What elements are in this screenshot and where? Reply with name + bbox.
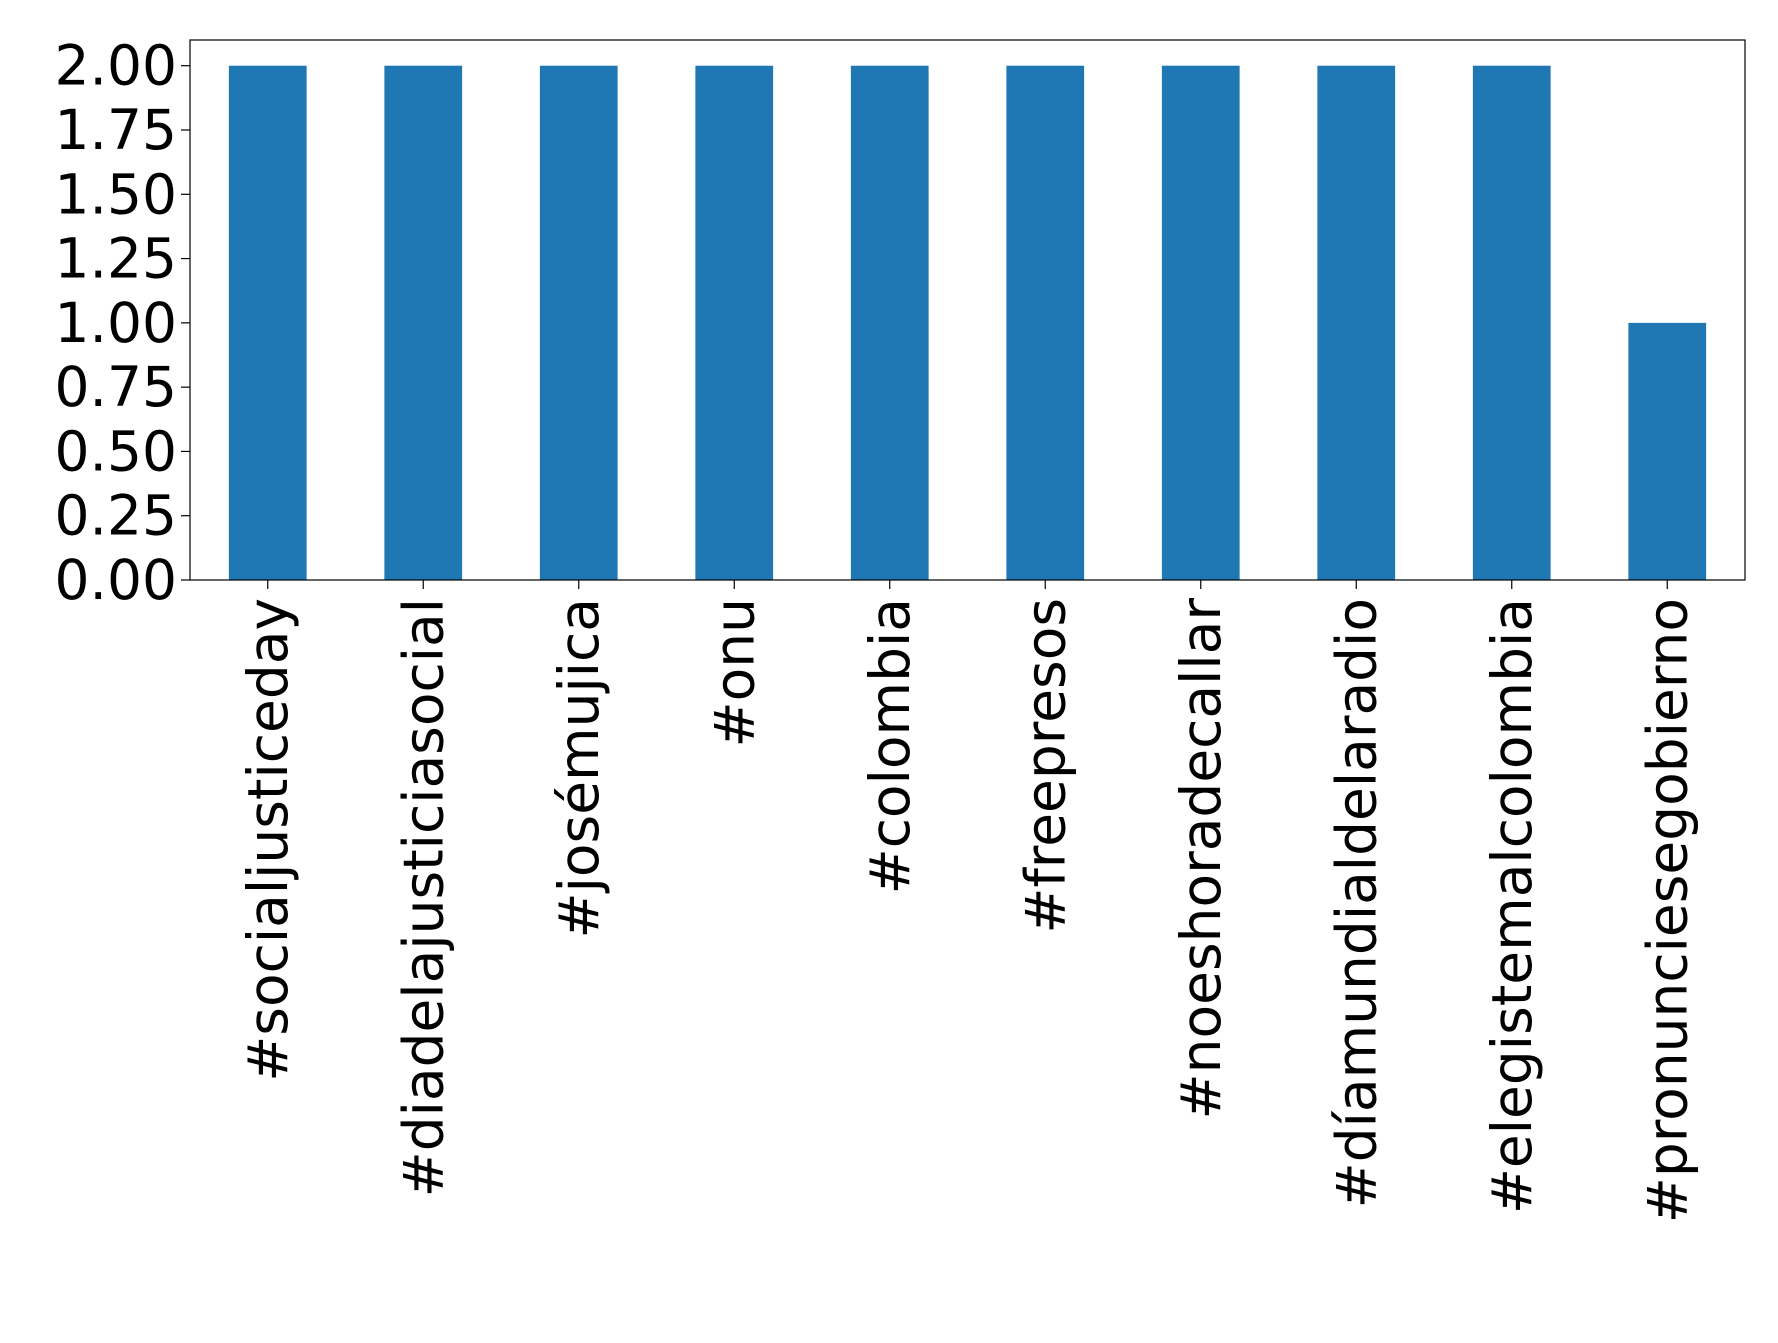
y-tick-label: 0.75: [55, 355, 177, 419]
bar-8: [1472, 65, 1551, 580]
plot-area-frame: [189, 39, 1746, 581]
x-tick-label: #díamundialdelaradio: [1324, 598, 1388, 1208]
x-tick-label: #elegistemalcolombia: [1480, 598, 1544, 1214]
bar-0: [228, 65, 307, 580]
y-tick-label: 1.50: [55, 162, 177, 226]
x-tick-label: #diadelajusticiasocial: [391, 598, 455, 1197]
y-tick-label: 1.00: [55, 291, 177, 355]
bar-5: [1006, 65, 1085, 580]
bar-7: [1317, 65, 1396, 580]
x-tick-label: #onu: [702, 598, 766, 747]
y-axis: 0.000.250.500.751.001.251.501.752.00: [55, 34, 190, 612]
bar-6: [1161, 65, 1240, 580]
y-tick-label: 1.25: [55, 227, 177, 291]
y-tick-label: 0.00: [55, 548, 177, 612]
bar-9: [1628, 322, 1707, 580]
bar-2: [539, 65, 618, 580]
bar-1: [384, 65, 463, 580]
x-tick-label: #pronunciesegobierno: [1635, 598, 1699, 1223]
x-tick-label: #colombia: [858, 598, 922, 894]
x-tick-label: #noeshoradecallar: [1169, 598, 1233, 1120]
x-axis: #socialjusticeday #diadelajusticiasocial #…: [236, 580, 1699, 1223]
y-tick-label: 2.00: [55, 34, 177, 98]
y-tick-label: 1.75: [55, 98, 177, 162]
bars-layer: [228, 65, 1707, 580]
x-tick-label: #josémujica: [547, 598, 611, 938]
x-tick-label: #freepresos: [1013, 598, 1077, 934]
bar-4: [850, 65, 929, 580]
y-tick-label: 0.50: [55, 419, 177, 483]
bar-3: [695, 65, 774, 580]
y-tick-label: 0.25: [55, 484, 177, 548]
x-tick-label: #socialjusticeday: [236, 598, 300, 1082]
